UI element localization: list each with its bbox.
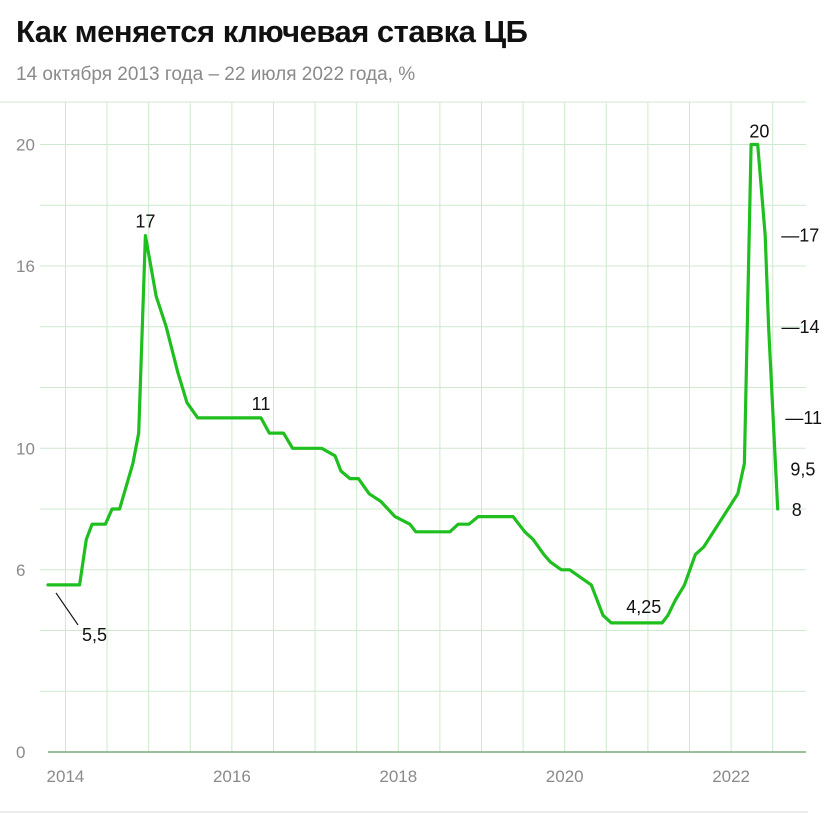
annotation-label: 5,5 xyxy=(82,625,107,645)
annotation-label: —11 xyxy=(785,408,822,428)
annotation-label: 17 xyxy=(135,212,155,232)
x-tick-label: 2016 xyxy=(213,767,251,786)
annotation-label: 4,25 xyxy=(626,597,661,617)
annotation-label: 11 xyxy=(252,394,271,414)
x-tick-label: 2022 xyxy=(712,767,750,786)
chart-subtitle: 14 октября 2013 года – 22 июля 2022 года… xyxy=(16,64,416,85)
x-tick-label: 2014 xyxy=(47,767,85,786)
x-tick-label: 2020 xyxy=(546,767,584,786)
annotation-label: —14 xyxy=(782,317,820,337)
rate-series-line xyxy=(46,142,780,625)
annotation-label: 8 xyxy=(792,500,802,520)
chart-axes: 0 6 10 16 20 2014 2016 2018 2020 2022 xyxy=(0,136,808,813)
y-tick-label: 16 xyxy=(16,257,35,276)
y-tick-label: 10 xyxy=(16,439,35,458)
x-tick-label: 2018 xyxy=(379,767,417,786)
annotation-label: —17 xyxy=(781,226,819,246)
chart-grid xyxy=(0,101,806,752)
annotation-label: 9,5 xyxy=(790,459,815,479)
annotation-label: 20 xyxy=(749,122,769,142)
chart-title: Как меняется ключевая ставка ЦБ xyxy=(16,14,528,49)
chart-annotations: 5,5 17 11 4,25 20 —17 —14 —11 9,5 8 xyxy=(55,122,822,645)
y-tick-label: 0 xyxy=(16,743,25,762)
annotation-leader-line xyxy=(55,592,79,626)
chart-series xyxy=(46,142,780,625)
y-tick-label: 6 xyxy=(16,561,25,580)
y-tick-label: 20 xyxy=(16,136,35,155)
